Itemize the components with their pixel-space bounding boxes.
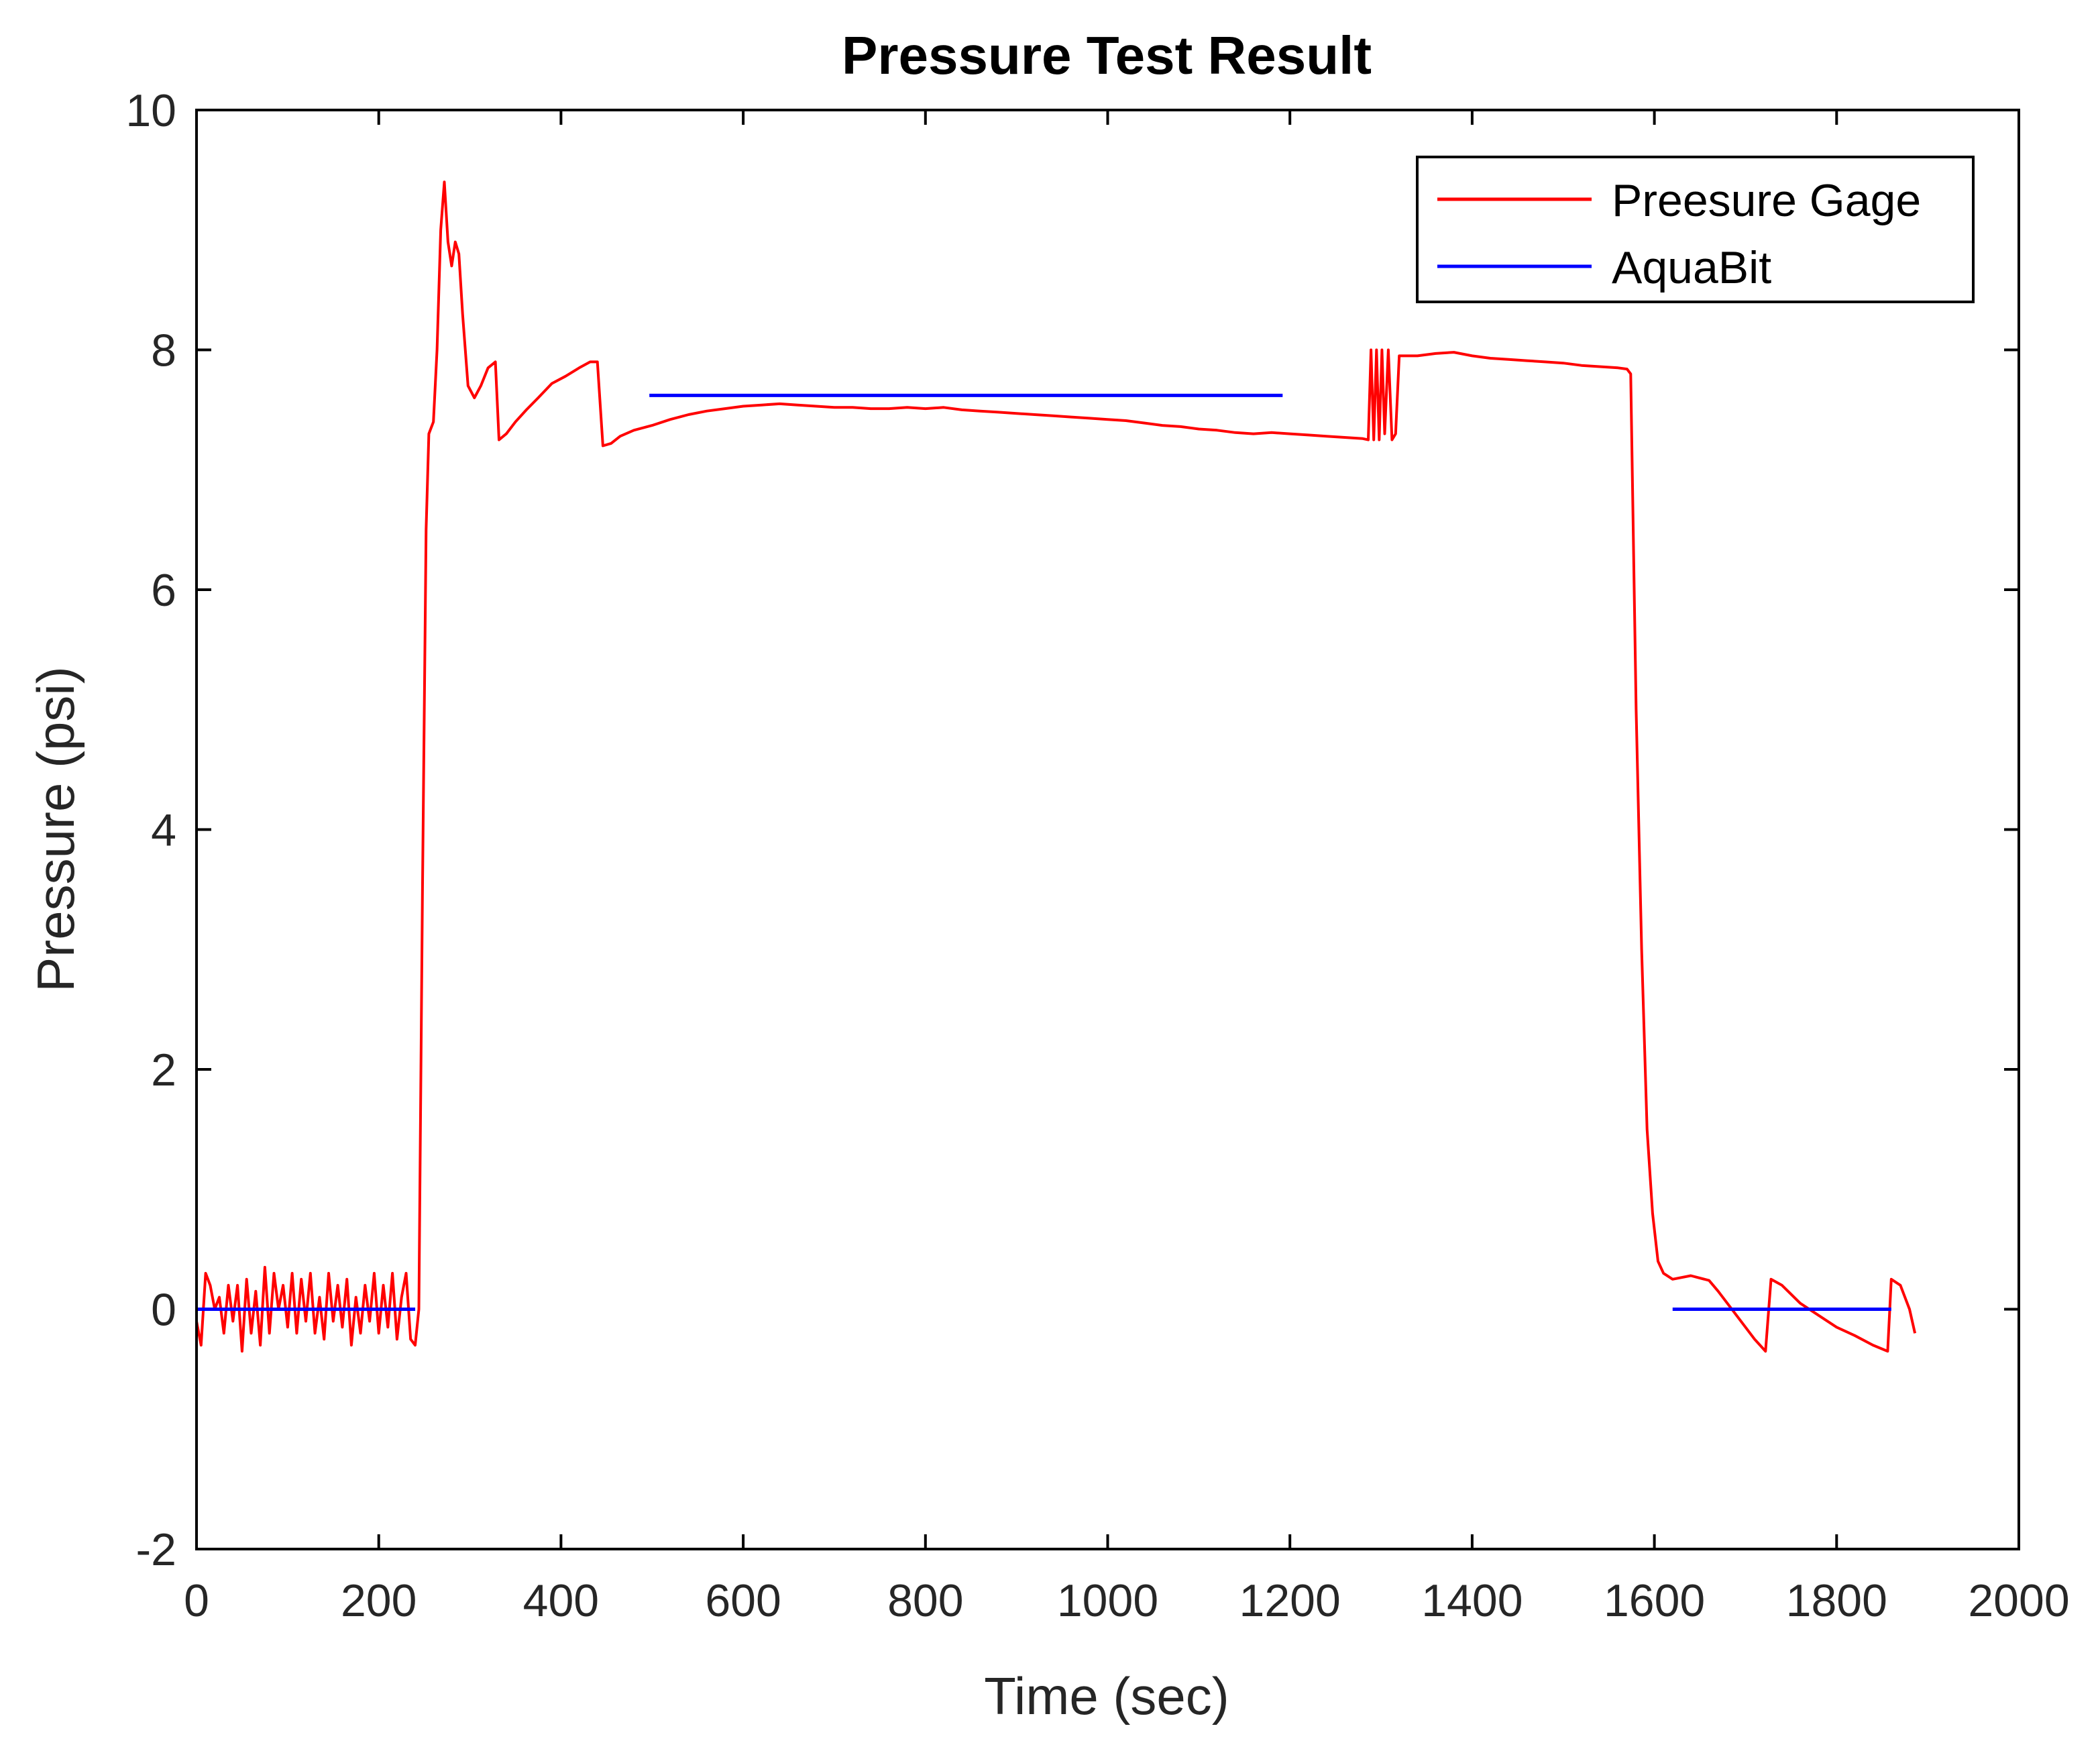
y-tick-label: 6 [151,565,176,616]
x-tick-label: 1200 [1239,1575,1341,1626]
plot-area [197,110,2019,1549]
chart-title: Pressure Test Result [842,25,1372,85]
x-tick-label: 1000 [1057,1575,1158,1626]
x-axis: 0 200 400 600 800 1000 1200 1400 1600 1800 2000 [184,110,2070,1626]
legend-box [1416,156,1975,303]
y-tick-label: 4 [151,805,176,856]
y-tick-label: -2 [136,1524,176,1575]
x-tick-label: 800 [887,1575,963,1626]
y-axis-label: Pressure (psi) [26,666,85,992]
y-tick-label: 2 [151,1045,176,1096]
y-axis: -2 0 2 4 6 8 10 [125,85,2019,1575]
legend-label-aquabit: AquaBit [1612,242,1771,293]
series-line-preesure-gage [195,180,1917,1353]
x-tick-label: 1400 [1421,1575,1523,1626]
axes-background [197,110,2019,1549]
x-tick-label: 0 [184,1575,209,1626]
y-tick-label: 0 [151,1285,176,1336]
axes-box [195,109,2020,1550]
y-tick-label: 10 [125,85,176,136]
series-layer [195,180,1917,1353]
y-tick-label: 8 [151,325,176,376]
x-tick-label: 200 [341,1575,417,1626]
x-tick-label: 1800 [1786,1575,1887,1626]
x-tick-label: 2000 [1968,1575,2069,1626]
x-tick-label: 1600 [1604,1575,1705,1626]
legend: Preesure Gage AquaBit [1416,156,1975,303]
x-tick-label: 600 [705,1575,781,1626]
legend-label-gage: Preesure Gage [1612,175,1921,226]
x-tick-label: 400 [523,1575,599,1626]
x-axis-label: Time (sec) [984,1666,1229,1726]
